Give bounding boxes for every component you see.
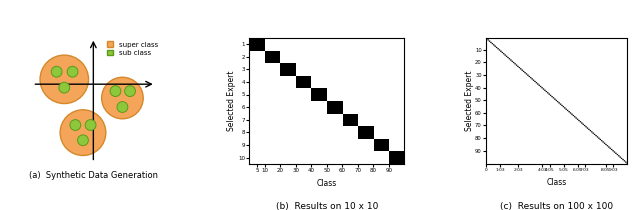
Y-axis label: Selected Expert: Selected Expert bbox=[465, 71, 474, 131]
Circle shape bbox=[70, 120, 81, 130]
X-axis label: Class: Class bbox=[317, 178, 337, 188]
Circle shape bbox=[117, 102, 128, 112]
Circle shape bbox=[125, 86, 136, 97]
Circle shape bbox=[40, 55, 88, 104]
Circle shape bbox=[60, 110, 106, 155]
Text: (b)  Results on 10 x 10: (b) Results on 10 x 10 bbox=[276, 202, 378, 210]
Circle shape bbox=[110, 86, 121, 97]
Circle shape bbox=[85, 120, 96, 130]
Circle shape bbox=[51, 66, 62, 77]
Circle shape bbox=[102, 77, 143, 119]
Legend: super class, sub class: super class, sub class bbox=[108, 41, 158, 56]
X-axis label: Class: Class bbox=[547, 177, 566, 186]
Text: (a)  Synthetic Data Generation: (a) Synthetic Data Generation bbox=[29, 171, 158, 180]
Circle shape bbox=[77, 135, 88, 146]
Circle shape bbox=[67, 66, 78, 77]
Circle shape bbox=[59, 82, 70, 93]
Y-axis label: Selected Expert: Selected Expert bbox=[227, 71, 237, 131]
Text: (c)  Results on 100 x 100: (c) Results on 100 x 100 bbox=[500, 202, 613, 210]
